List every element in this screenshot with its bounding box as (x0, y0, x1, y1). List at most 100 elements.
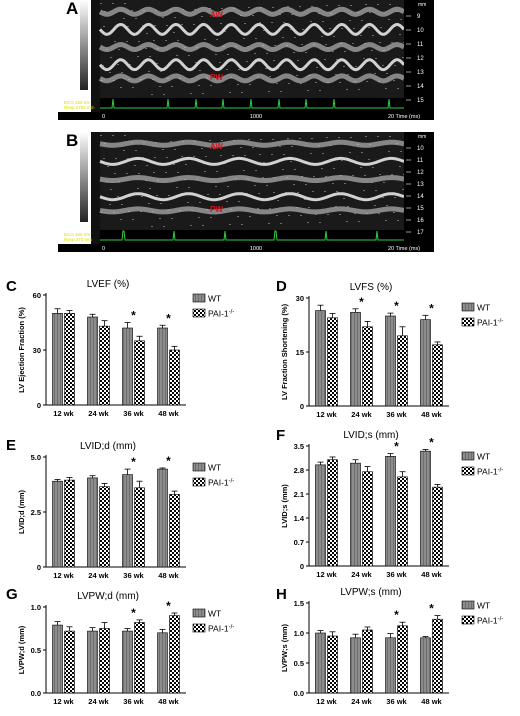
speckle (265, 200, 267, 201)
bar-wt (385, 455, 396, 567)
speckle (382, 65, 384, 66)
speckle (188, 55, 190, 56)
bar-wt (315, 632, 326, 694)
speckle (377, 4, 379, 5)
speckle (168, 195, 170, 196)
speckle (230, 209, 232, 210)
speckle (393, 212, 395, 213)
speckle (249, 216, 251, 217)
chart-title: LVID;d (mm) (80, 441, 136, 452)
speckle (329, 28, 331, 29)
x-tick-label: 36 wk (386, 570, 407, 579)
speckle (215, 186, 217, 187)
speckle (318, 13, 320, 14)
ecg-trace (100, 98, 404, 109)
speckle (333, 36, 335, 37)
speckle (134, 33, 136, 34)
y-tick-label: 0 (37, 563, 41, 572)
speckle (135, 18, 137, 19)
speckle (391, 174, 393, 175)
bar-wt (52, 624, 63, 694)
speckle (265, 68, 267, 69)
significance-star: * (131, 606, 136, 620)
y-tick-label: 1.5 (294, 599, 304, 608)
speckle (151, 94, 153, 95)
speckle (311, 6, 313, 7)
significance-star: * (131, 455, 136, 469)
speckle (344, 51, 346, 52)
panel-letter: B (66, 131, 78, 150)
speckle (271, 22, 273, 23)
speckle (332, 183, 334, 184)
speckle (101, 212, 103, 213)
speckle (402, 189, 404, 190)
x-tick-label: 12 wk (53, 571, 74, 580)
speckle (154, 25, 156, 26)
speckle (311, 138, 313, 139)
echo-side-strip (91, 132, 100, 252)
speckle (352, 43, 354, 44)
speckle (153, 172, 155, 173)
speckle (269, 208, 271, 209)
speckle (269, 76, 271, 77)
speckle (290, 29, 292, 30)
wall-echo-band (98, 41, 406, 53)
bar-pai1 (64, 479, 75, 568)
speckle (243, 38, 245, 39)
bar-wt (87, 630, 98, 694)
speckle (114, 41, 116, 42)
speckle (360, 167, 362, 168)
legend-label: WT (477, 601, 490, 611)
speckle (170, 9, 172, 10)
speckle (179, 210, 181, 211)
resp-label: Resp 270 mm (64, 237, 92, 242)
speckle (313, 176, 315, 177)
speckle (204, 39, 206, 40)
speckle (347, 74, 349, 75)
speckle (127, 158, 129, 159)
bar-wt (350, 462, 361, 567)
speckle (388, 151, 390, 152)
speckle (296, 207, 298, 208)
speckle (235, 178, 237, 179)
bar-pai1 (327, 459, 338, 567)
speckle (191, 210, 193, 211)
speckle (218, 77, 220, 78)
speckle (355, 198, 357, 199)
speckle (380, 27, 382, 28)
speckle (240, 147, 242, 148)
speckle (209, 140, 211, 141)
speckle (296, 75, 298, 76)
bar-pai1 (432, 618, 443, 694)
speckle (174, 17, 176, 18)
speckle (383, 50, 385, 51)
speckle (206, 77, 208, 78)
speckle (379, 42, 381, 43)
speckle (340, 175, 342, 176)
bar-wt (157, 468, 168, 568)
speckle (358, 89, 360, 90)
x-tick-label: 48 wk (421, 697, 442, 706)
speckle (378, 213, 380, 214)
speckle (377, 136, 379, 137)
speckle (145, 48, 147, 49)
speckle (165, 172, 167, 173)
speckle (185, 32, 187, 33)
speckle (287, 6, 289, 7)
speckle (276, 215, 278, 216)
y-tick-label: 1.4 (294, 514, 305, 523)
speckle (338, 5, 340, 6)
speckle (163, 94, 165, 95)
speckle (110, 189, 112, 190)
legend-swatch (192, 623, 206, 633)
panel-letter: G (6, 586, 18, 603)
speckle (213, 148, 215, 149)
speckle (210, 217, 212, 218)
speckle (187, 70, 189, 71)
wall-label-aw: AW (210, 142, 223, 151)
speckle (252, 147, 254, 148)
speckle (288, 215, 290, 216)
speckle (107, 34, 109, 35)
speckle (101, 80, 103, 81)
